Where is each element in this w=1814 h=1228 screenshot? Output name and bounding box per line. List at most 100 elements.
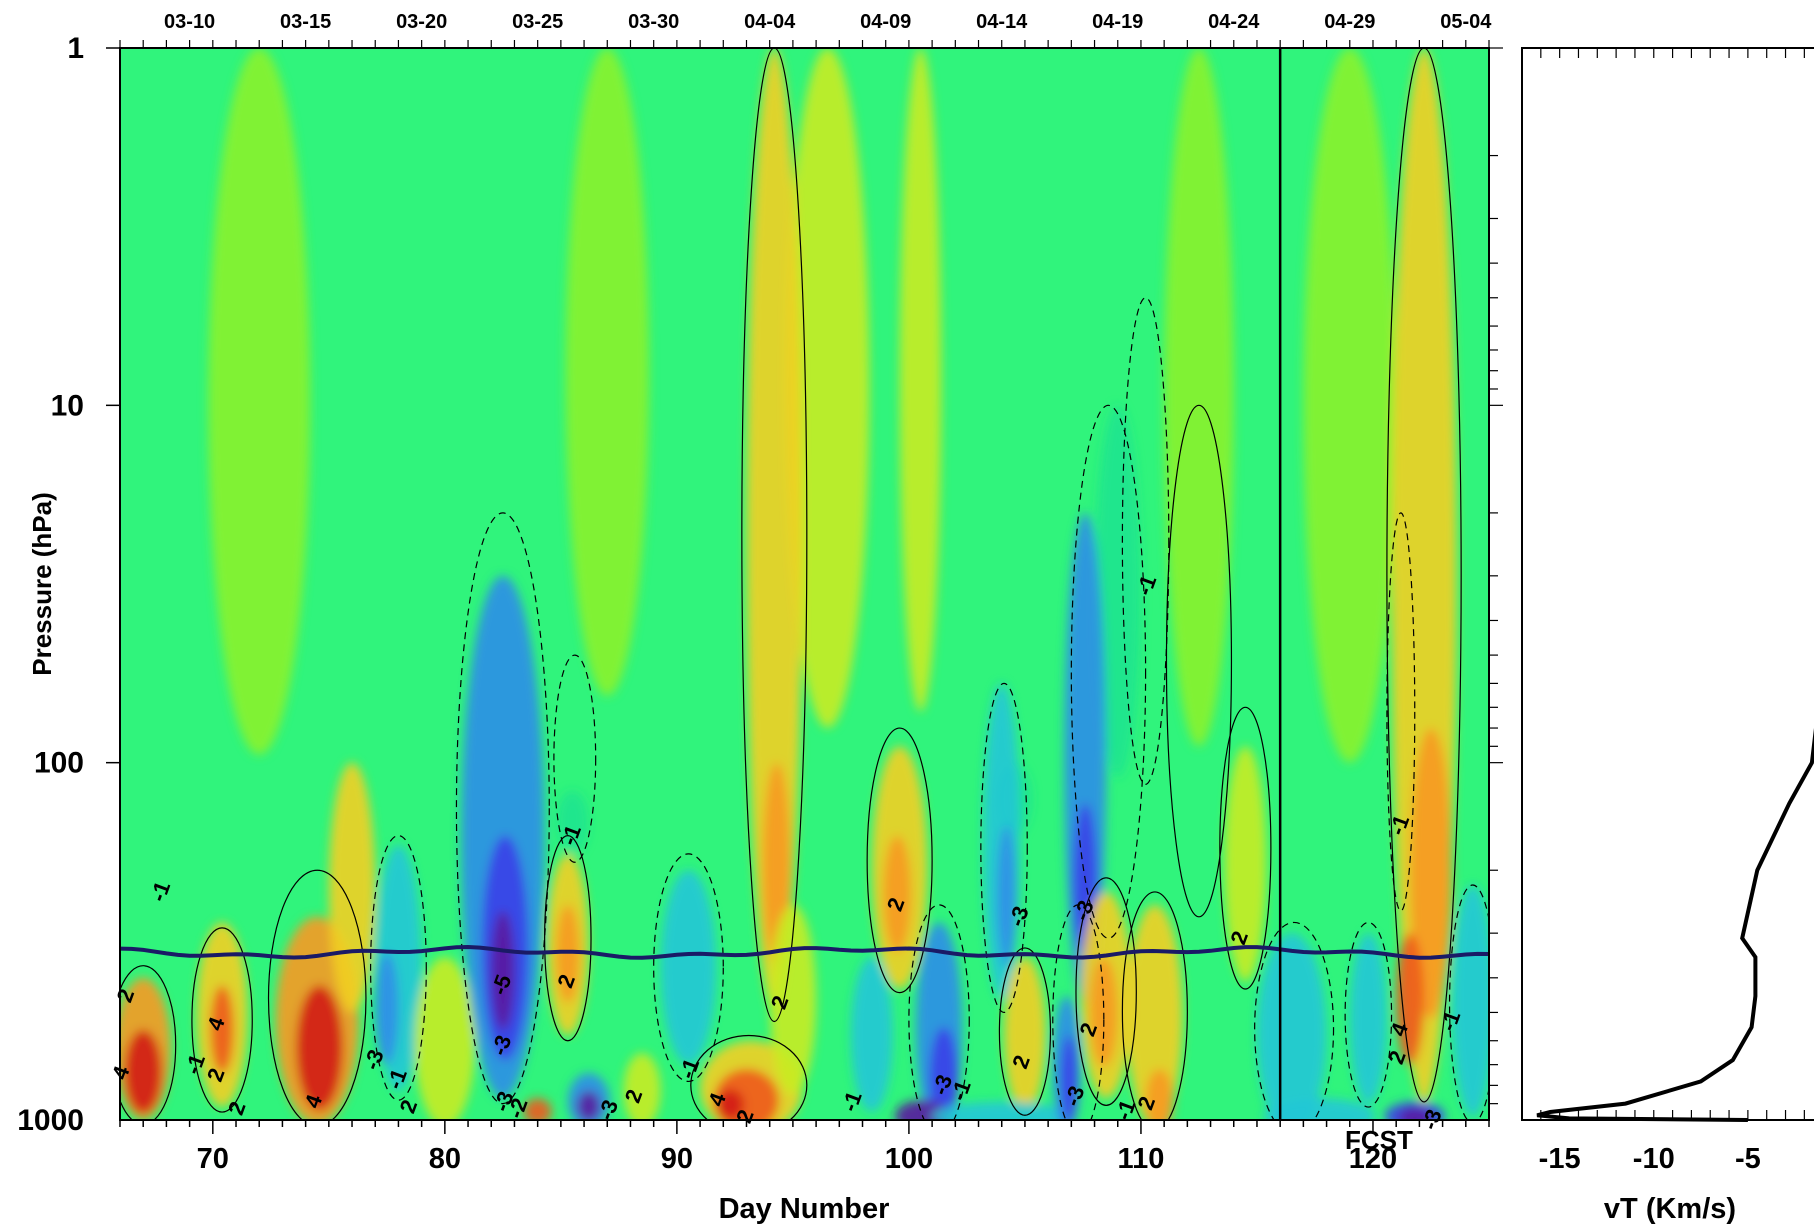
anomaly-region [328, 762, 376, 1013]
contour-outline [1121, 297, 1170, 785]
contour-outline [1448, 884, 1489, 1120]
anomaly-region [124, 1030, 162, 1114]
top-date-label: 03-20 [396, 11, 447, 33]
x-tick-label: 100 [885, 1143, 933, 1175]
top-date-label: 04-04 [744, 11, 796, 33]
anomaly-region [375, 952, 399, 1065]
contour-outline [980, 682, 1028, 1014]
anomaly-region [899, 48, 942, 712]
contour-outline [1052, 904, 1105, 1120]
contour-lines [120, 48, 1489, 1120]
contour-outline [1254, 921, 1335, 1120]
anomaly-region [929, 1027, 958, 1120]
anomaly-region [716, 1089, 745, 1120]
anomaly-region [577, 1091, 601, 1120]
x-tick-label: 120 [1349, 1143, 1397, 1175]
contour-outline [369, 835, 427, 1101]
anomaly-region [997, 825, 1016, 966]
contour-outline [267, 869, 367, 1120]
profile-panel: -15-10-50 vT (Km/s) [1521, 47, 1814, 1225]
contour-outline [1165, 404, 1233, 918]
anomaly-region [1451, 885, 1489, 1117]
profile-frame [1521, 47, 1814, 1121]
profile-x-tick-label: -15 [1539, 1143, 1581, 1175]
contour-outline [653, 853, 724, 1083]
forecast-label: FCST [1345, 1125, 1413, 1155]
top-date-label: 03-25 [512, 11, 563, 33]
anomaly-region [1004, 957, 1046, 1113]
anomaly-region [850, 957, 893, 1113]
anomaly-region [556, 904, 580, 1003]
profile-x-tick-label: -5 [1735, 1143, 1761, 1175]
contour-outline [1386, 48, 1462, 1103]
top-date-label: 05-04 [1440, 11, 1492, 33]
x-tick-label: 110 [1118, 1143, 1165, 1175]
anomaly-region [210, 985, 234, 1074]
contour-outline [866, 727, 933, 994]
top-date-label: 04-29 [1324, 11, 1375, 33]
x-tick-label: 70 [197, 1143, 229, 1175]
contour-outline [1121, 891, 1188, 1120]
top-date-label: 04-19 [1092, 11, 1143, 33]
contour-outline [1386, 512, 1416, 912]
anomaly-region [1089, 957, 1118, 1067]
contour-outline [1344, 921, 1393, 1108]
contour-outline [998, 947, 1052, 1116]
anomaly-region [883, 835, 912, 953]
anomaly-region [1256, 933, 1327, 1120]
anomaly-region [1398, 1107, 1431, 1120]
anomaly-region [1303, 48, 1397, 763]
contour-outline [908, 904, 970, 1120]
y-tick-label: 1000 [17, 1104, 84, 1137]
anomaly-region [565, 48, 650, 696]
tropopause-path [120, 944, 1489, 960]
anomaly-region [1094, 405, 1141, 778]
y-tick-label: 10 [51, 389, 84, 422]
anomaly-region [746, 48, 803, 1013]
top-date-label: 03-15 [280, 11, 331, 33]
anomaly-region [556, 790, 589, 854]
tropopause-line [120, 944, 1489, 960]
contour-outline [690, 1034, 808, 1120]
contour-outline [553, 654, 597, 863]
profile-x-tick-label: -10 [1633, 1143, 1675, 1175]
anomaly-region [1410, 728, 1452, 1019]
anomaly-region [296, 985, 343, 1111]
top-date-label: 04-09 [860, 11, 911, 33]
contour-outline [1219, 706, 1272, 990]
top-date-label: 04-24 [1208, 11, 1260, 33]
contour-outline [544, 835, 592, 1042]
y-axis-title: Pressure (hPa) [27, 492, 57, 676]
anomaly-region [1349, 933, 1387, 1104]
y-tick-label: 1 [67, 32, 84, 65]
anomaly-region [1263, 1098, 1376, 1120]
contour-outline [191, 927, 253, 1113]
top-date-label: 03-10 [164, 11, 215, 33]
y-tick-label: 100 [34, 747, 84, 780]
top-date-axis: 03-10 03-15 03-20 03-25 03-30 04-04 04-09 04-14… [119, 11, 1492, 48]
x-axis-title: Day Number [719, 1193, 890, 1225]
anomaly-region [1164, 48, 1234, 747]
anomaly-region [491, 910, 515, 1031]
contour-outline [120, 965, 177, 1120]
top-date-label: 03-30 [628, 11, 679, 33]
contour-outline [455, 512, 550, 1105]
anomaly-region [1224, 746, 1267, 982]
anomaly-region [1060, 1035, 1078, 1120]
anomaly-region [623, 1053, 661, 1120]
anomaly-region [523, 1098, 552, 1120]
top-date-label: 04-14 [976, 11, 1028, 33]
contour-outline [1075, 877, 1137, 1106]
anomaly-region [1396, 933, 1425, 1065]
plot-frame [119, 47, 1490, 1121]
contour-outline [1070, 404, 1147, 939]
vt-profile-line [1536, 727, 1814, 1122]
anomaly-region [1145, 1069, 1174, 1120]
anomaly-region [1127, 904, 1183, 1120]
anomaly-region [414, 957, 476, 1120]
x-tick-label: 80 [429, 1143, 461, 1175]
anomaly-region [208, 48, 311, 755]
